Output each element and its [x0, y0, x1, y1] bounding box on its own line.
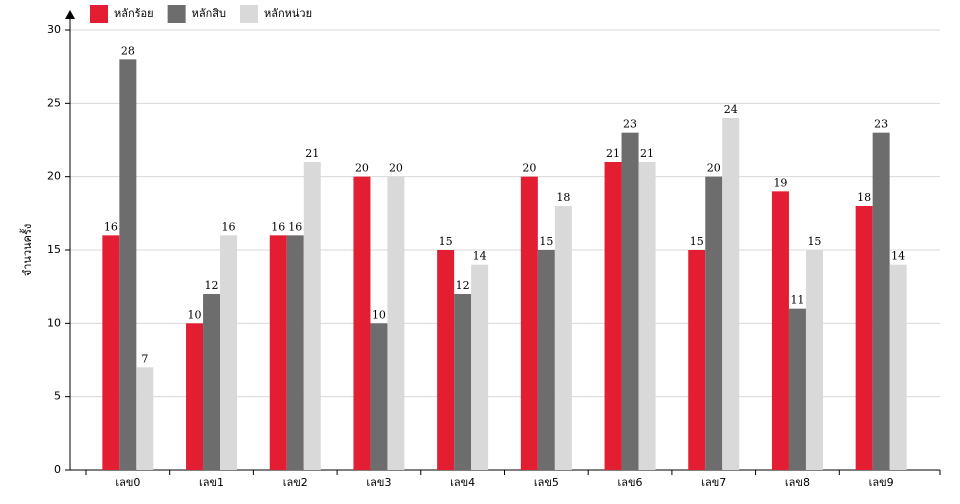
bar: [604, 162, 622, 470]
bar: [186, 323, 204, 470]
bar: [454, 294, 472, 470]
value-label: 20: [522, 162, 536, 175]
bar: [203, 294, 221, 470]
bar: [220, 235, 238, 470]
bar: [387, 176, 405, 470]
x-tick-label: เลข6: [618, 476, 643, 489]
legend-swatch: [90, 5, 108, 23]
bar: [119, 59, 137, 470]
value-label: 16: [288, 220, 302, 233]
legend-label: หลักหน่วย: [264, 7, 312, 20]
x-tick-label: เลข9: [869, 476, 894, 489]
value-label: 10: [372, 308, 386, 321]
bar: [722, 118, 740, 470]
y-tick-label: 30: [47, 23, 61, 36]
y-tick-label: 0: [54, 463, 61, 476]
y-tick-label: 25: [47, 96, 61, 109]
value-label: 18: [857, 191, 871, 204]
legend-label: หลักสิบ: [192, 7, 226, 20]
x-tick-label: เลข4: [450, 476, 475, 489]
bar: [520, 176, 538, 470]
x-tick-label: เลข2: [283, 476, 308, 489]
value-label: 28: [121, 44, 135, 57]
x-tick-label: เลข7: [701, 476, 726, 489]
value-label: 11: [790, 294, 804, 307]
bar: [788, 308, 806, 470]
y-axis-arrow: [65, 10, 75, 19]
y-tick-label: 5: [54, 390, 61, 403]
value-label: 23: [874, 118, 888, 131]
value-label: 14: [891, 250, 905, 263]
value-label: 23: [623, 118, 637, 131]
legend-label: หลักร้อย: [114, 7, 154, 20]
value-label: 16: [104, 220, 118, 233]
bar: [705, 176, 723, 470]
value-label: 18: [556, 191, 570, 204]
bar: [872, 132, 890, 470]
x-tick-label: เลข0: [115, 476, 140, 489]
value-label: 20: [389, 162, 403, 175]
value-label: 15: [439, 235, 453, 248]
value-label: 24: [724, 103, 738, 116]
x-tick-label: เลข1: [199, 476, 224, 489]
bar: [286, 235, 304, 470]
value-label: 16: [271, 220, 285, 233]
legend-swatch: [239, 5, 258, 23]
value-label: 21: [305, 147, 319, 160]
bar: [554, 206, 572, 470]
value-label: 12: [456, 279, 470, 292]
value-label: 12: [205, 279, 219, 292]
x-tick-label: เลข3: [366, 476, 391, 489]
y-axis-label: จำนวนครั้ง: [19, 224, 34, 276]
value-label: 20: [355, 162, 369, 175]
value-label: 15: [807, 235, 821, 248]
bar: [370, 323, 388, 470]
y-tick-label: 10: [47, 316, 61, 329]
bar: [805, 250, 823, 470]
value-label: 21: [640, 147, 654, 160]
value-label: 16: [222, 220, 236, 233]
value-label: 20: [707, 162, 721, 175]
value-label: 19: [773, 176, 787, 189]
y-tick-label: 15: [47, 243, 61, 256]
bar: [688, 250, 706, 470]
bar: [889, 264, 907, 470]
bar: [136, 367, 154, 470]
value-label: 10: [188, 308, 202, 321]
value-label: 15: [539, 235, 553, 248]
bar: [621, 132, 639, 470]
value-label: 14: [473, 250, 487, 263]
x-tick-label: เลข5: [534, 476, 559, 489]
bar: [102, 235, 120, 470]
bar: [471, 264, 489, 470]
bar: [855, 206, 873, 470]
bar: [303, 162, 321, 470]
bar: [353, 176, 371, 470]
value-label: 21: [606, 147, 620, 160]
bar: [269, 235, 287, 470]
legend-swatch: [167, 5, 186, 23]
bar: [771, 191, 789, 471]
y-tick-label: 20: [47, 170, 61, 183]
bar: [537, 250, 555, 470]
bar: [437, 250, 455, 470]
bar: [638, 162, 656, 470]
value-label: 7: [141, 352, 148, 365]
x-tick-label: เลข8: [785, 476, 810, 489]
value-label: 15: [690, 235, 704, 248]
